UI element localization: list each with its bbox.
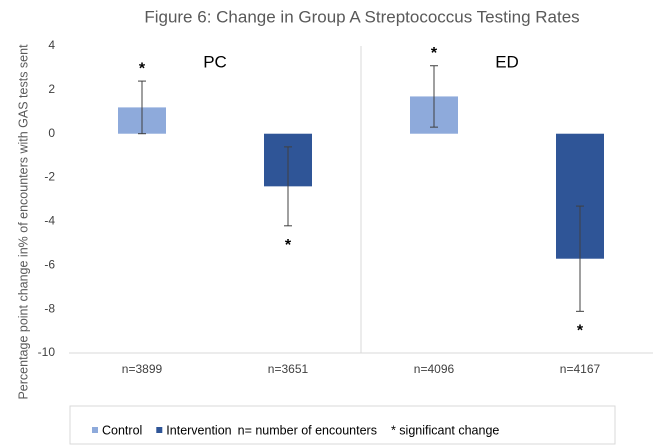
y-tick-label: -2 (44, 170, 55, 184)
legend-swatch (92, 427, 98, 433)
error-bar (430, 65, 438, 128)
group-label: ED (495, 52, 519, 71)
x-tick-label: n=4167 (560, 362, 601, 376)
legend-box (69, 405, 616, 445)
y-tick-label: -8 (44, 301, 55, 315)
error-bar (138, 80, 146, 135)
legend-note: * significant change (391, 423, 499, 437)
significance-marker: * (577, 323, 584, 340)
y-axis-label: Percentage point change in% of encounter… (16, 44, 30, 400)
legend-swatch (156, 427, 163, 433)
chart-title: Figure 6: Change in Group A Streptococcu… (144, 7, 579, 26)
significance-marker: * (431, 45, 438, 62)
y-tick-label: 2 (48, 82, 55, 96)
group-label: PC (203, 52, 227, 71)
x-tick-label: n=4096 (414, 362, 455, 376)
legend-label: Control (102, 423, 142, 437)
x-tick-label: n=3651 (268, 362, 309, 376)
y-tick-label: 0 (48, 126, 55, 140)
significance-marker: * (139, 60, 146, 77)
error-bar (284, 146, 292, 227)
error-bar (576, 205, 584, 312)
significance-marker: * (285, 237, 292, 254)
y-tick-label: -4 (44, 214, 55, 228)
legend-label: Intervention (166, 423, 231, 437)
y-tick-label: 4 (48, 38, 55, 52)
y-tick-label: -10 (38, 345, 56, 359)
x-tick-label: n=3899 (122, 362, 163, 376)
y-tick-label: -6 (44, 257, 55, 271)
legend-note: n= number of encounters (238, 423, 377, 437)
